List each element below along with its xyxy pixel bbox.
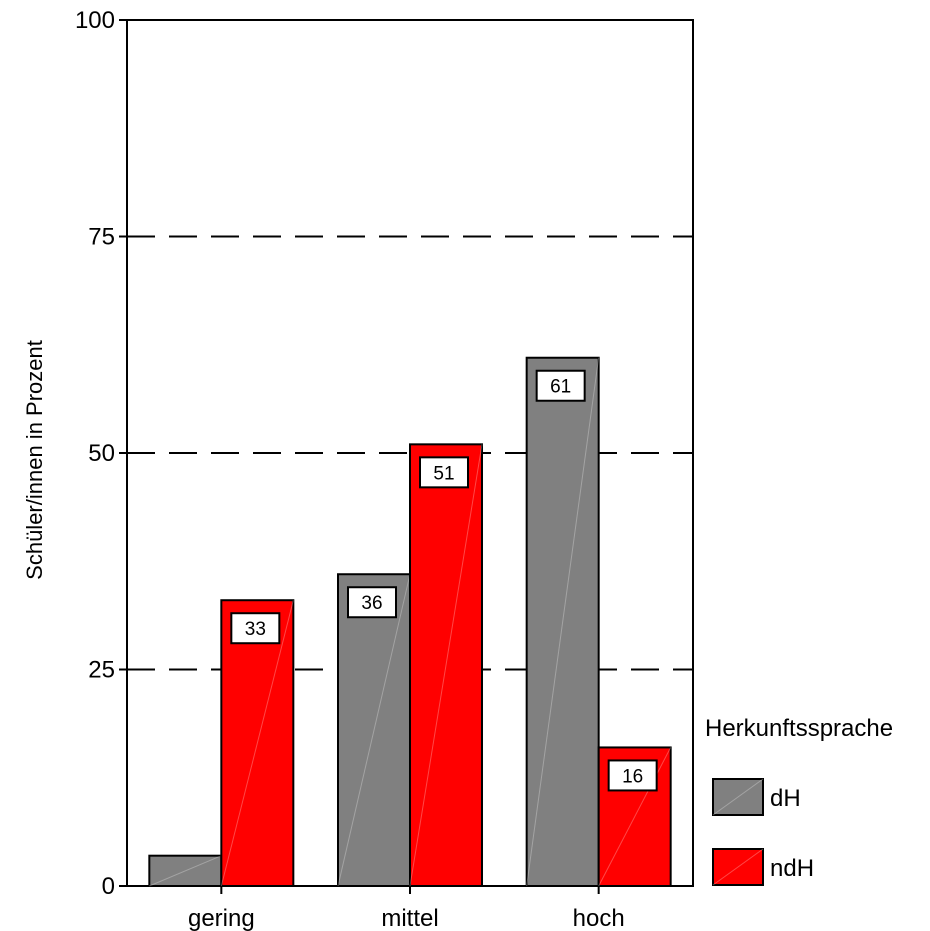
x-axis-ticks: gering mittel hoch (188, 886, 625, 931)
bar-highlight-ndH-gering (220, 600, 294, 887)
y-tick-label-0: 0 (102, 873, 115, 900)
bar-ndH-mittel (409, 443, 483, 887)
bar-highlight-dH-gering (149, 855, 222, 887)
legend-swatch-dH (712, 778, 764, 816)
bar-label-box-ndH-hoch (607, 759, 658, 792)
bar-highlight-dH-mittel (337, 574, 411, 887)
legend-label-ndH: ndH (770, 855, 814, 882)
legend-swatch-highlight-dH (712, 778, 764, 816)
bar-highlight-dH-hoch (526, 357, 600, 887)
bar-label-box-dH-hoch (535, 369, 586, 402)
y-tick-label-75: 75 (88, 224, 115, 251)
bar-highlight-ndH-mittel (409, 444, 483, 887)
bar-label-dH-hoch: 61 (550, 377, 571, 398)
y-tick-label-25: 25 (88, 657, 115, 684)
bar-label-box-ndH-mittel (419, 456, 469, 489)
bar-label-ndH-hoch: 16 (622, 766, 643, 787)
legend: Herkunftssprache dH ndH (705, 715, 893, 886)
bar-labels: 33 36 51 61 16 (230, 369, 658, 792)
bar-highlight-ndH-hoch (598, 747, 672, 887)
x-tick-label-gering: gering (188, 905, 255, 931)
bar-label-box-dH-mittel (347, 586, 397, 619)
bar-label-ndH-gering: 33 (245, 619, 266, 640)
bars (148, 356, 672, 888)
legend-swatch-ndH (712, 848, 764, 886)
y-tick-label-100: 100 (75, 7, 115, 34)
legend-items: dH ndH (712, 778, 814, 886)
y-tick-label-50: 50 (88, 440, 115, 467)
legend-label-dH: dH (770, 785, 801, 812)
legend-swatch-highlight-ndH (712, 848, 764, 886)
y-axis-ticks: 0 25 50 75 100 (75, 7, 127, 900)
bar-label-box-ndH-gering (230, 612, 281, 645)
y-axis-title: Schüler/innen in Prozent (22, 340, 47, 580)
x-tick-label-mittel: mittel (381, 905, 438, 931)
legend-title: Herkunftssprache (705, 715, 893, 742)
bar-dH-mittel (337, 573, 411, 887)
bar-dH-hoch (525, 356, 600, 887)
bar-label-ndH-mittel: 51 (433, 463, 454, 484)
bar-label-dH-mittel: 36 (361, 593, 382, 614)
bar-ndH-gering (220, 599, 295, 887)
x-tick-label-hoch: hoch (573, 905, 625, 931)
